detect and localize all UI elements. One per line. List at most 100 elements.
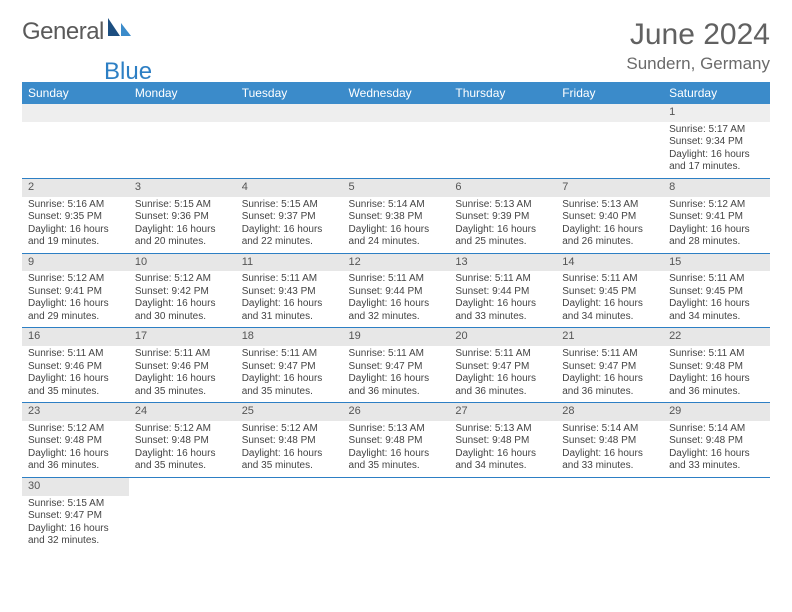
sail-icon [106, 16, 132, 38]
day-number: 17 [129, 328, 236, 346]
day-content-empty [236, 496, 343, 548]
calendar-cell: 4Sunrise: 5:15 AMSunset: 9:37 PMDaylight… [236, 178, 343, 253]
daylight-text: Daylight: 16 hours and 30 minutes. [135, 298, 230, 323]
day-content: Sunrise: 5:11 AMSunset: 9:46 PMDaylight:… [22, 346, 129, 402]
day-number: 26 [343, 403, 450, 421]
calendar-cell: 9Sunrise: 5:12 AMSunset: 9:41 PMDaylight… [22, 253, 129, 328]
day-number-empty [236, 478, 343, 496]
title-block: June 2024 Sundern, Germany [626, 18, 770, 74]
day-content-empty [129, 496, 236, 548]
month-title: June 2024 [626, 18, 770, 52]
sunrise-text: Sunrise: 5:11 AM [562, 348, 657, 361]
brand-part2: Blue [104, 58, 152, 86]
sunrise-text: Sunrise: 5:13 AM [562, 199, 657, 212]
daylight-text: Daylight: 16 hours and 35 minutes. [28, 373, 123, 398]
daylight-text: Daylight: 16 hours and 17 minutes. [669, 149, 764, 174]
sunrise-text: Sunrise: 5:12 AM [669, 199, 764, 212]
daylight-text: Daylight: 16 hours and 19 minutes. [28, 224, 123, 249]
day-content: Sunrise: 5:11 AMSunset: 9:46 PMDaylight:… [129, 346, 236, 402]
daylight-text: Daylight: 16 hours and 35 minutes. [349, 448, 444, 473]
day-content-empty [343, 122, 450, 174]
sunrise-text: Sunrise: 5:15 AM [28, 498, 123, 511]
daylight-text: Daylight: 16 hours and 33 minutes. [455, 298, 550, 323]
calendar-cell: 13Sunrise: 5:11 AMSunset: 9:44 PMDayligh… [449, 253, 556, 328]
daylight-text: Daylight: 16 hours and 32 minutes. [349, 298, 444, 323]
daylight-text: Daylight: 16 hours and 35 minutes. [135, 448, 230, 473]
daylight-text: Daylight: 16 hours and 34 minutes. [669, 298, 764, 323]
day-content: Sunrise: 5:13 AMSunset: 9:48 PMDaylight:… [343, 421, 450, 477]
calendar-cell: 2Sunrise: 5:16 AMSunset: 9:35 PMDaylight… [22, 178, 129, 253]
calendar-cell [663, 477, 770, 551]
day-number: 22 [663, 328, 770, 346]
day-content: Sunrise: 5:11 AMSunset: 9:45 PMDaylight:… [663, 271, 770, 327]
daylight-text: Daylight: 16 hours and 26 minutes. [562, 224, 657, 249]
day-number: 2 [22, 179, 129, 197]
day-number-empty [129, 478, 236, 496]
sunset-text: Sunset: 9:48 PM [349, 435, 444, 448]
day-content: Sunrise: 5:12 AMSunset: 9:42 PMDaylight:… [129, 271, 236, 327]
day-number: 8 [663, 179, 770, 197]
sunrise-text: Sunrise: 5:14 AM [562, 423, 657, 436]
day-content-empty [236, 122, 343, 174]
day-content: Sunrise: 5:11 AMSunset: 9:47 PMDaylight:… [556, 346, 663, 402]
daylight-text: Daylight: 16 hours and 20 minutes. [135, 224, 230, 249]
sunrise-text: Sunrise: 5:11 AM [455, 348, 550, 361]
sunset-text: Sunset: 9:45 PM [669, 286, 764, 299]
calendar-cell: 6Sunrise: 5:13 AMSunset: 9:39 PMDaylight… [449, 178, 556, 253]
day-number: 20 [449, 328, 556, 346]
day-number-empty [129, 104, 236, 122]
sunset-text: Sunset: 9:46 PM [135, 361, 230, 374]
day-header: Friday [556, 82, 663, 104]
day-content: Sunrise: 5:13 AMSunset: 9:48 PMDaylight:… [449, 421, 556, 477]
calendar-cell [343, 104, 450, 178]
day-content: Sunrise: 5:14 AMSunset: 9:48 PMDaylight:… [556, 421, 663, 477]
sunset-text: Sunset: 9:48 PM [242, 435, 337, 448]
day-number-empty [343, 478, 450, 496]
calendar-week: 1Sunrise: 5:17 AMSunset: 9:34 PMDaylight… [22, 104, 770, 178]
calendar-cell: 26Sunrise: 5:13 AMSunset: 9:48 PMDayligh… [343, 403, 450, 478]
calendar-cell: 3Sunrise: 5:15 AMSunset: 9:36 PMDaylight… [129, 178, 236, 253]
daylight-text: Daylight: 16 hours and 31 minutes. [242, 298, 337, 323]
sunrise-text: Sunrise: 5:15 AM [242, 199, 337, 212]
daylight-text: Daylight: 16 hours and 24 minutes. [349, 224, 444, 249]
day-number: 30 [22, 478, 129, 496]
sunset-text: Sunset: 9:47 PM [349, 361, 444, 374]
day-number: 27 [449, 403, 556, 421]
sunset-text: Sunset: 9:41 PM [28, 286, 123, 299]
sunset-text: Sunset: 9:48 PM [669, 435, 764, 448]
sunset-text: Sunset: 9:47 PM [562, 361, 657, 374]
sunset-text: Sunset: 9:48 PM [28, 435, 123, 448]
day-number: 11 [236, 254, 343, 272]
day-number-empty [663, 478, 770, 496]
day-content: Sunrise: 5:12 AMSunset: 9:41 PMDaylight:… [22, 271, 129, 327]
calendar-cell: 21Sunrise: 5:11 AMSunset: 9:47 PMDayligh… [556, 328, 663, 403]
day-number: 12 [343, 254, 450, 272]
calendar-week: 16Sunrise: 5:11 AMSunset: 9:46 PMDayligh… [22, 328, 770, 403]
day-content-empty [449, 122, 556, 174]
day-header: Wednesday [343, 82, 450, 104]
daylight-text: Daylight: 16 hours and 36 minutes. [28, 448, 123, 473]
sunrise-text: Sunrise: 5:12 AM [135, 423, 230, 436]
calendar-cell [556, 477, 663, 551]
calendar-cell: 25Sunrise: 5:12 AMSunset: 9:48 PMDayligh… [236, 403, 343, 478]
sunset-text: Sunset: 9:48 PM [562, 435, 657, 448]
calendar-cell [449, 104, 556, 178]
calendar-cell: 24Sunrise: 5:12 AMSunset: 9:48 PMDayligh… [129, 403, 236, 478]
day-number: 14 [556, 254, 663, 272]
sunrise-text: Sunrise: 5:11 AM [349, 273, 444, 286]
daylight-text: Daylight: 16 hours and 34 minutes. [562, 298, 657, 323]
daylight-text: Daylight: 16 hours and 35 minutes. [242, 373, 337, 398]
calendar-cell [129, 477, 236, 551]
daylight-text: Daylight: 16 hours and 34 minutes. [455, 448, 550, 473]
calendar-cell: 1Sunrise: 5:17 AMSunset: 9:34 PMDaylight… [663, 104, 770, 178]
calendar-cell [236, 104, 343, 178]
calendar-cell [236, 477, 343, 551]
sunset-text: Sunset: 9:47 PM [28, 510, 123, 523]
sunset-text: Sunset: 9:36 PM [135, 211, 230, 224]
sunset-text: Sunset: 9:45 PM [562, 286, 657, 299]
day-content: Sunrise: 5:11 AMSunset: 9:44 PMDaylight:… [343, 271, 450, 327]
day-number: 21 [556, 328, 663, 346]
sunrise-text: Sunrise: 5:11 AM [135, 348, 230, 361]
calendar-cell: 19Sunrise: 5:11 AMSunset: 9:47 PMDayligh… [343, 328, 450, 403]
calendar-cell: 15Sunrise: 5:11 AMSunset: 9:45 PMDayligh… [663, 253, 770, 328]
